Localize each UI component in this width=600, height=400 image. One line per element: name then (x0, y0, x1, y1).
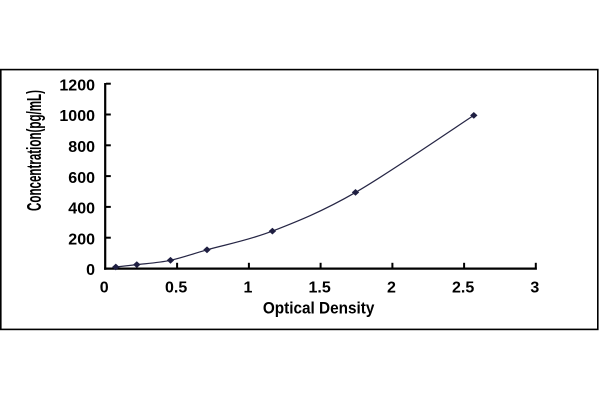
svg-text:2.5: 2.5 (452, 280, 474, 297)
svg-text:Optical Density: Optical Density (263, 299, 375, 318)
svg-text:800: 800 (68, 139, 95, 156)
svg-text:600: 600 (68, 170, 95, 187)
svg-text:Concentration(pg/mL): Concentration(pg/mL) (24, 90, 46, 211)
svg-text:0: 0 (86, 262, 95, 279)
svg-text:0: 0 (100, 280, 109, 297)
svg-text:2: 2 (387, 280, 396, 297)
svg-text:0.5: 0.5 (165, 280, 187, 297)
svg-text:1200: 1200 (59, 77, 95, 94)
svg-text:1.5: 1.5 (308, 280, 330, 297)
svg-text:1000: 1000 (59, 108, 95, 125)
svg-text:200: 200 (68, 231, 95, 248)
svg-text:400: 400 (68, 201, 95, 218)
svg-text:3: 3 (530, 280, 539, 297)
svg-text:1: 1 (243, 280, 252, 297)
